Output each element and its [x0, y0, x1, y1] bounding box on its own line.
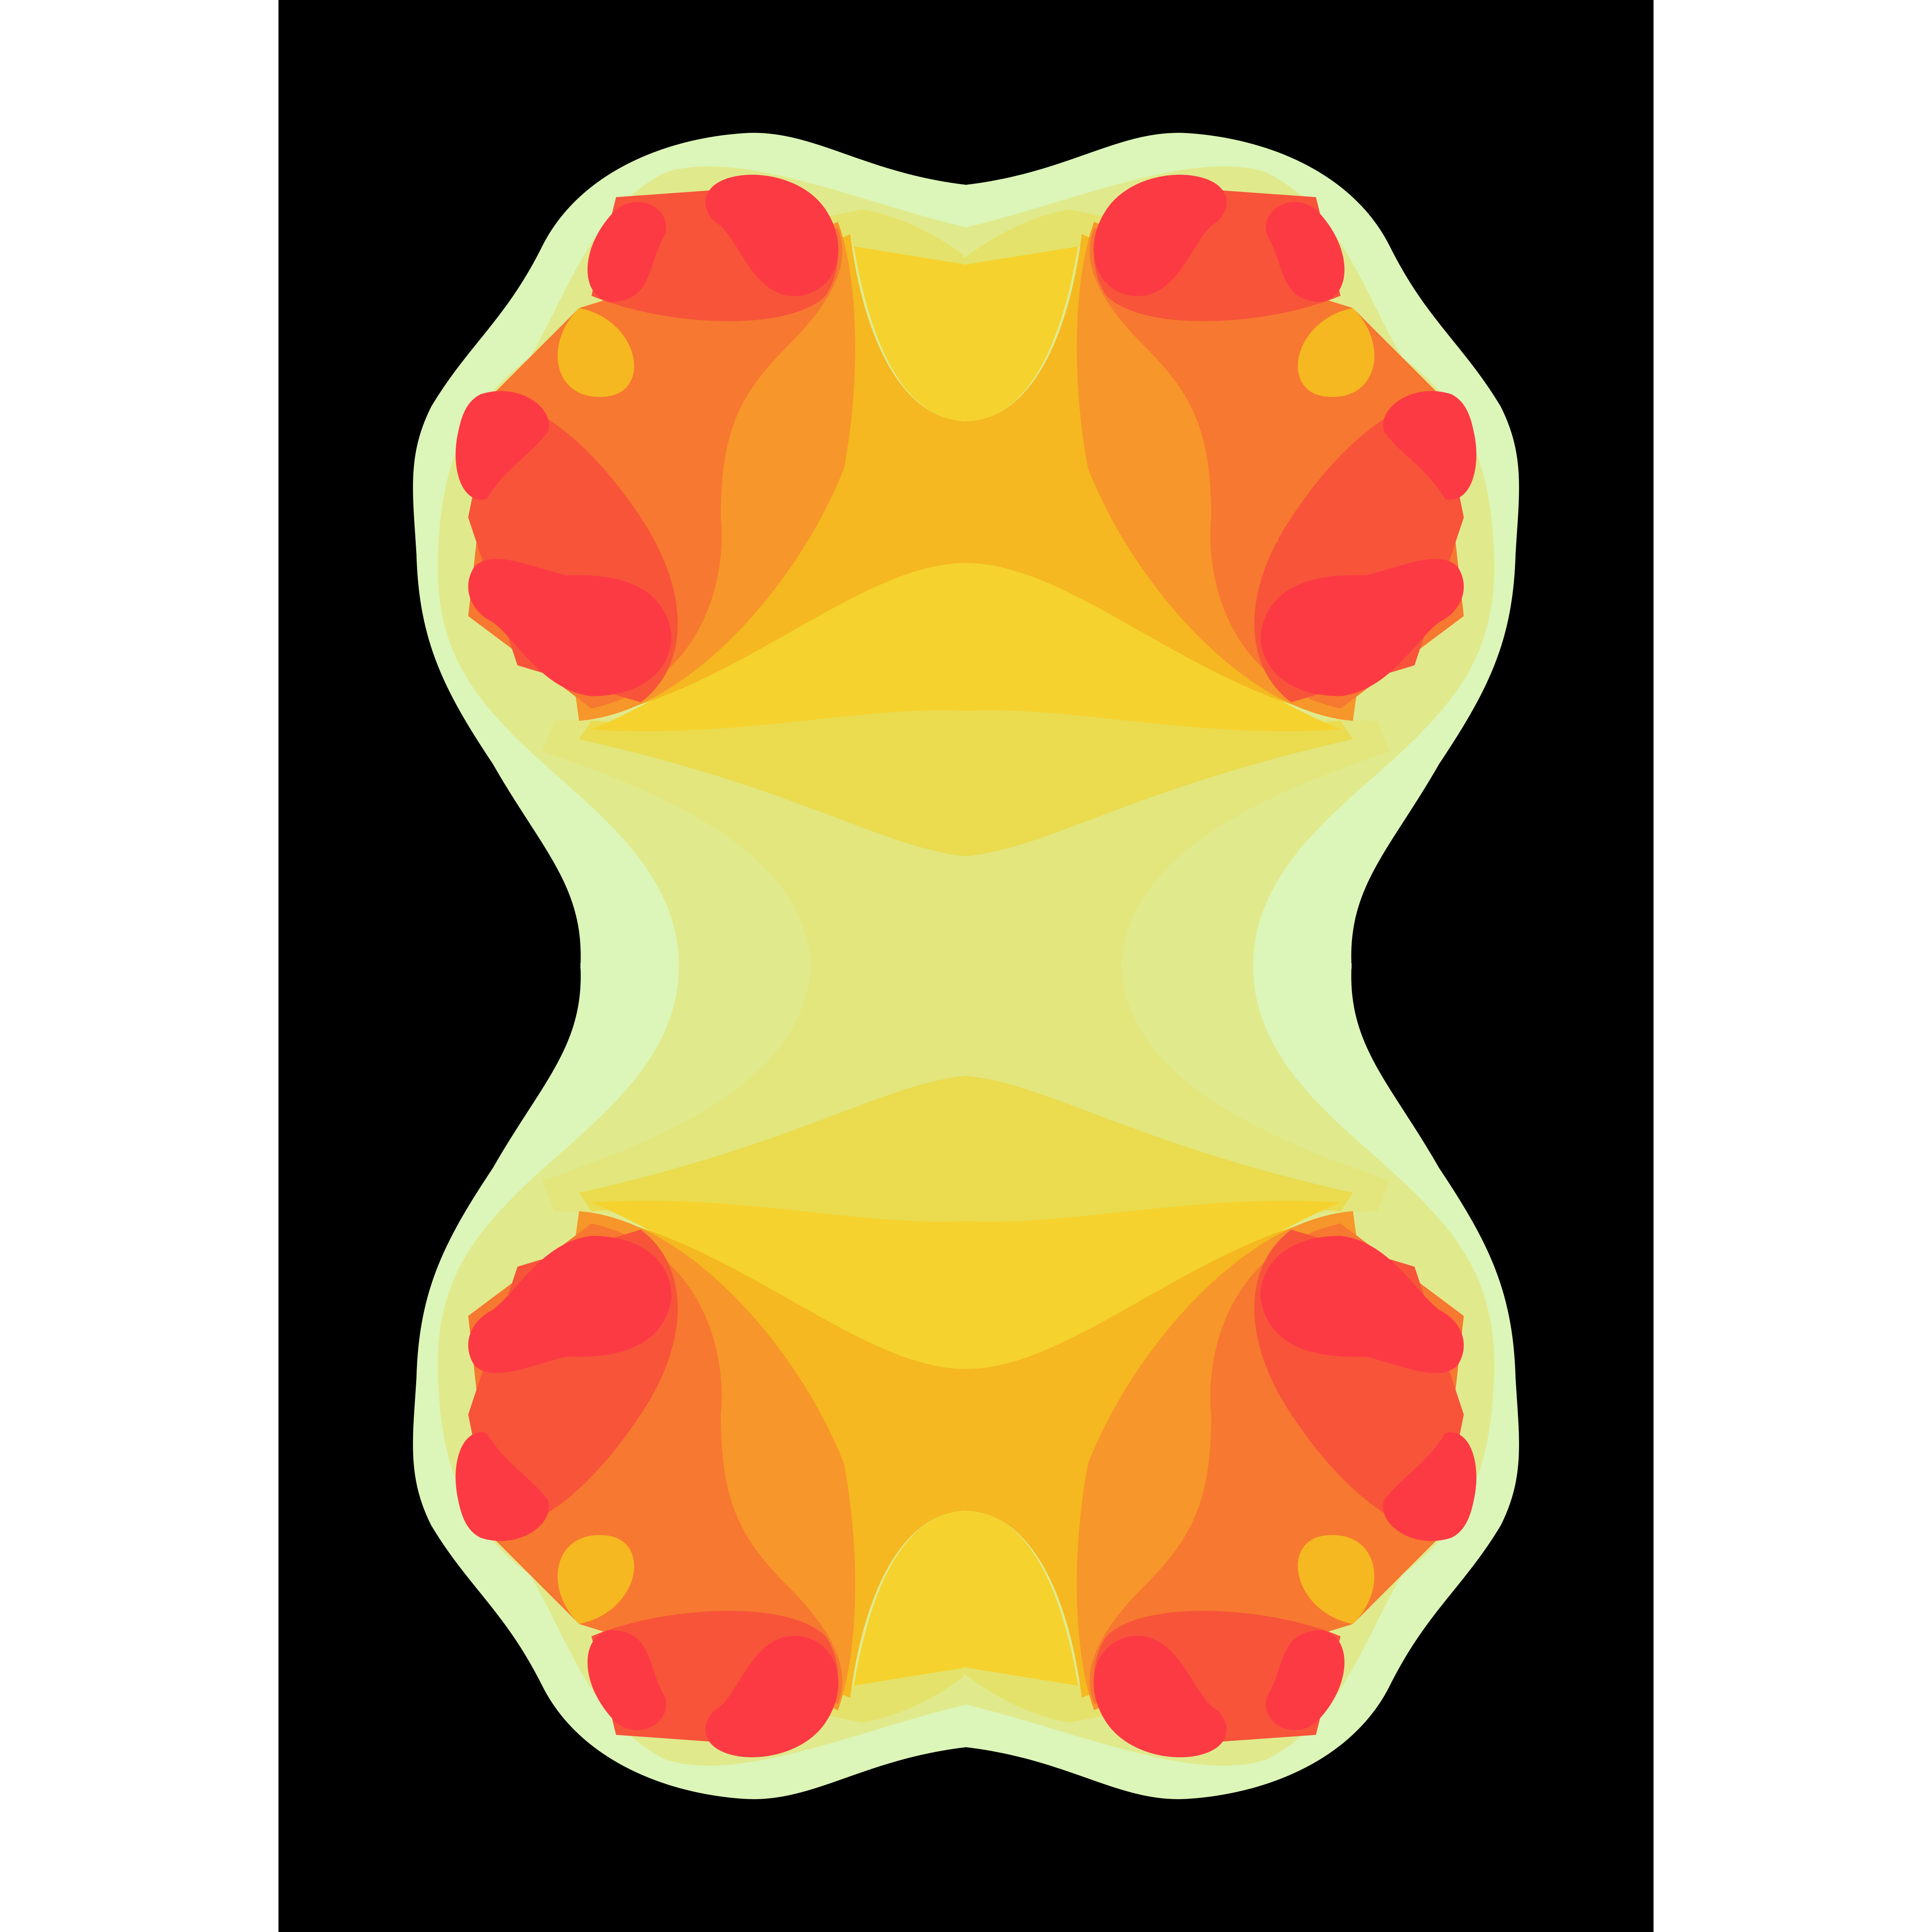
fractal-image — [278, 0, 1654, 1932]
page — [278, 0, 1654, 1932]
